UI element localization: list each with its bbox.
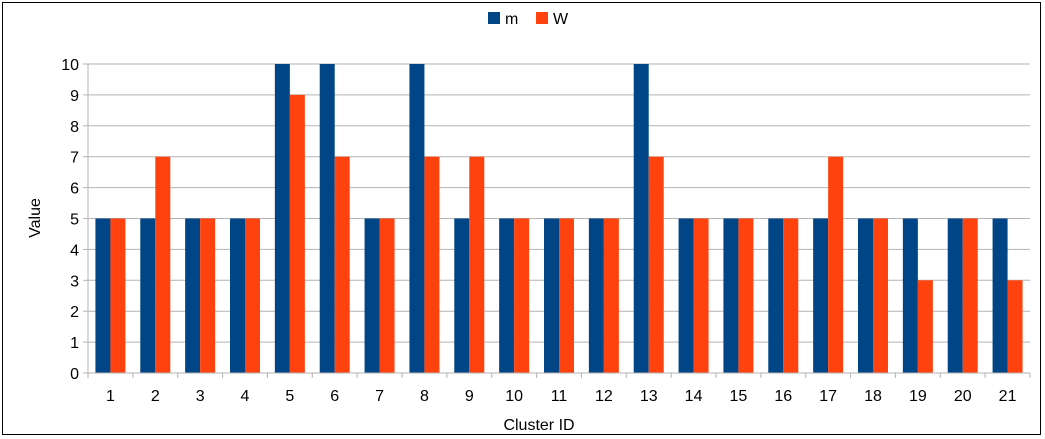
x-axis-title: Cluster ID <box>503 417 574 434</box>
bar-m-5 <box>274 64 290 373</box>
legend-label-W: W <box>553 11 569 28</box>
y-tick-label: 2 <box>70 304 79 321</box>
bar-W-19 <box>917 280 933 373</box>
y-axis-title: Value <box>27 198 44 238</box>
bar-W-21 <box>1007 280 1023 373</box>
bar-W-10 <box>514 218 530 373</box>
bar-m-15 <box>723 218 739 373</box>
bar-W-20 <box>962 218 978 373</box>
bar-W-4 <box>245 218 260 373</box>
bar-m-12 <box>588 218 604 373</box>
x-tick-label: 11 <box>551 388 568 405</box>
bar-m-6 <box>319 64 335 373</box>
bar-m-8 <box>409 64 425 373</box>
bar-W-16 <box>783 218 799 373</box>
x-tick-label: 14 <box>685 388 703 405</box>
x-tick-label: 15 <box>730 388 748 405</box>
bar-m-7 <box>364 218 380 373</box>
bar-m-17 <box>813 218 829 373</box>
bar-W-2 <box>155 156 171 373</box>
bar-W-8 <box>424 156 440 373</box>
y-tick-label: 5 <box>70 212 79 229</box>
bar-W-9 <box>469 156 485 373</box>
bar-W-11 <box>559 218 574 373</box>
x-tick-label: 13 <box>640 388 658 405</box>
bar-m-4 <box>230 218 245 373</box>
x-tick-label: 18 <box>864 388 882 405</box>
x-tick-label: 2 <box>151 388 160 405</box>
x-tick-label: 19 <box>909 388 927 405</box>
y-tick-label: 0 <box>70 366 79 383</box>
bar-W-14 <box>693 218 709 373</box>
bar-W-7 <box>379 218 395 373</box>
y-tick-label: 6 <box>70 181 79 198</box>
bar-m-14 <box>678 218 694 373</box>
bar-m-18 <box>858 218 873 373</box>
bars <box>95 64 1023 374</box>
bar-W-18 <box>873 218 888 373</box>
y-tick-label: 8 <box>70 119 79 136</box>
y-tick-label: 10 <box>61 57 79 74</box>
bar-m-10 <box>499 218 515 373</box>
y-tick-labels: 0 1 2 3 4 5 6 7 8 9 10 <box>61 57 79 383</box>
legend-swatch-m <box>488 12 500 24</box>
x-tick-label: 21 <box>999 388 1017 405</box>
x-tick-labels: 1 2 3 4 5 6 7 8 9 10 11 12 13 14 15 16 17 18 19 20 21 <box>106 388 1017 405</box>
bar-W-1 <box>110 218 126 373</box>
x-tick-label: 20 <box>954 388 972 405</box>
x-tick-label: 12 <box>595 388 613 405</box>
bar-m-21 <box>992 218 1008 373</box>
bar-W-13 <box>648 156 664 373</box>
bar-m-3 <box>185 218 201 373</box>
y-tick-label: 9 <box>70 88 79 105</box>
bar-m-16 <box>768 218 784 373</box>
x-tick-label: 6 <box>330 388 339 405</box>
x-tick-label: 1 <box>106 388 115 405</box>
x-tick-label: 7 <box>375 388 384 405</box>
bar-m-19 <box>902 218 918 373</box>
legend-label-m: m <box>505 11 518 28</box>
legend-swatch-W <box>536 12 548 24</box>
x-tick-label: 9 <box>465 388 474 405</box>
bar-W-3 <box>200 218 216 373</box>
bar-m-11 <box>544 218 559 373</box>
y-tick-label: 7 <box>70 150 79 167</box>
x-tick-label: 17 <box>819 388 837 405</box>
bar-W-5 <box>289 94 305 374</box>
bar-W-17 <box>828 156 844 373</box>
x-tick-label: 10 <box>505 388 523 405</box>
axes <box>83 63 1031 378</box>
bar-m-2 <box>140 218 156 373</box>
x-tick-label: 16 <box>774 388 792 405</box>
bar-m-20 <box>947 218 963 373</box>
bar-W-6 <box>334 156 350 373</box>
bar-W-15 <box>738 218 754 373</box>
x-tick-label: 3 <box>196 388 205 405</box>
y-tick-label: 3 <box>70 273 79 290</box>
bar-m-9 <box>454 218 470 373</box>
x-tick-label: 5 <box>285 388 294 405</box>
bar-m-13 <box>633 64 649 373</box>
x-tick-label: 4 <box>241 388 250 405</box>
bar-m-1 <box>95 218 111 373</box>
bar-W-12 <box>603 218 619 373</box>
y-tick-label: 4 <box>70 242 79 259</box>
y-tick-label: 1 <box>70 335 79 352</box>
x-tick-label: 8 <box>420 388 429 405</box>
